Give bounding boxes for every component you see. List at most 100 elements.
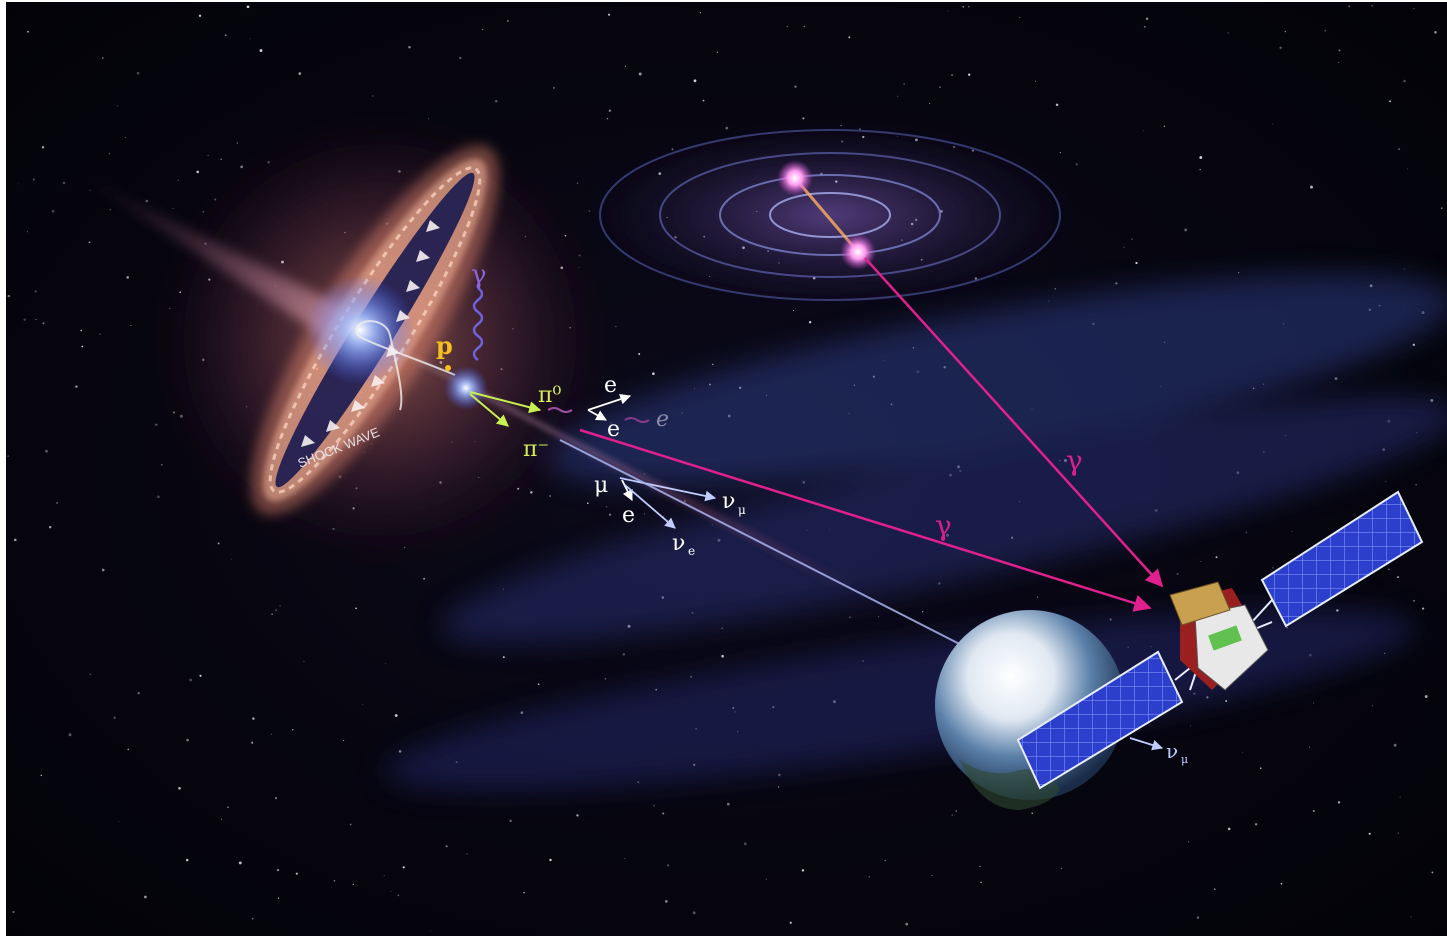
- star: [362, 703, 364, 705]
- star: [385, 663, 387, 665]
- gamma-label-merger: γ: [1066, 444, 1083, 477]
- pi0-arrow: [469, 391, 542, 414]
- electron-arrow-upper: [587, 393, 632, 411]
- star: [549, 494, 552, 498]
- star: [1348, 5, 1351, 8]
- star: [939, 86, 941, 89]
- star: [271, 733, 273, 735]
- star: [124, 136, 126, 139]
- star: [765, 878, 767, 880]
- star: [42, 322, 45, 325]
- star: [721, 627, 723, 629]
- star: [1397, 832, 1399, 834]
- star: [643, 513, 645, 515]
- star: [495, 100, 498, 103]
- star: [1196, 916, 1200, 919]
- star: [1115, 282, 1118, 285]
- star: [1422, 607, 1425, 610]
- star: [1324, 30, 1326, 32]
- star: [101, 57, 104, 59]
- gamma-label-grb: γ: [935, 509, 952, 542]
- shock-wave-arrows: [301, 220, 440, 447]
- star: [276, 868, 280, 872]
- star: [1397, 576, 1400, 579]
- star: [786, 26, 788, 28]
- muon-electron-label: e: [622, 503, 635, 528]
- star: [1412, 343, 1415, 346]
- star: [51, 209, 55, 213]
- star: [14, 538, 17, 542]
- star: [622, 653, 626, 656]
- star: [230, 558, 232, 560]
- star: [7, 294, 10, 298]
- star: [1284, 30, 1287, 33]
- star: [1338, 61, 1340, 63]
- star: [49, 526, 52, 529]
- star: [793, 310, 795, 312]
- star: [537, 683, 540, 686]
- star: [699, 12, 701, 14]
- star: [12, 910, 15, 914]
- star: [1123, 246, 1125, 248]
- solar-panel-left: [1016, 650, 1184, 790]
- star: [35, 318, 37, 321]
- star: [109, 209, 111, 211]
- star: [778, 786, 780, 788]
- star: [144, 895, 147, 899]
- muon-electron-arrow: [621, 479, 633, 501]
- star: [220, 158, 222, 161]
- star: [26, 231, 28, 233]
- star: [178, 787, 181, 790]
- proton-label: p: [436, 331, 453, 360]
- star: [624, 857, 626, 859]
- star: [27, 30, 29, 33]
- star: [1199, 156, 1203, 159]
- star: [277, 897, 280, 899]
- nu-mu-subscript: μ: [738, 503, 746, 517]
- star: [794, 85, 797, 88]
- star: [968, 73, 971, 76]
- star: [1242, 752, 1244, 754]
- star: [1199, 168, 1201, 171]
- star: [186, 738, 189, 742]
- star: [89, 673, 91, 675]
- star: [445, 845, 448, 848]
- star: [802, 117, 805, 120]
- star: [1337, 801, 1341, 804]
- star: [1434, 31, 1437, 34]
- star: [615, 326, 617, 328]
- star: [81, 345, 84, 348]
- star: [1388, 568, 1390, 571]
- star: [608, 109, 611, 112]
- star: [1213, 888, 1216, 891]
- star: [808, 320, 812, 324]
- star: [1389, 100, 1392, 103]
- star: [238, 861, 242, 865]
- star: [333, 880, 336, 882]
- star: [34, 290, 37, 293]
- star: [549, 858, 552, 862]
- star: [156, 495, 160, 499]
- satellite-top-payload: [1169, 581, 1231, 626]
- star: [252, 717, 255, 720]
- star: [80, 329, 82, 332]
- star: [523, 891, 525, 894]
- star: [951, 814, 953, 816]
- star: [227, 806, 229, 809]
- star: [1398, 148, 1401, 151]
- star: [666, 864, 670, 867]
- star: [482, 29, 484, 30]
- star: [509, 819, 512, 823]
- star: [246, 5, 250, 9]
- star: [801, 869, 805, 872]
- star: [638, 72, 642, 76]
- star: [1200, 561, 1202, 562]
- star: [1163, 125, 1166, 128]
- star: [1055, 103, 1059, 106]
- nu-earth-arrow: [1129, 737, 1164, 751]
- star: [951, 74, 954, 77]
- star: [130, 324, 132, 326]
- star: [743, 842, 747, 846]
- neutron-star-1: [777, 160, 813, 196]
